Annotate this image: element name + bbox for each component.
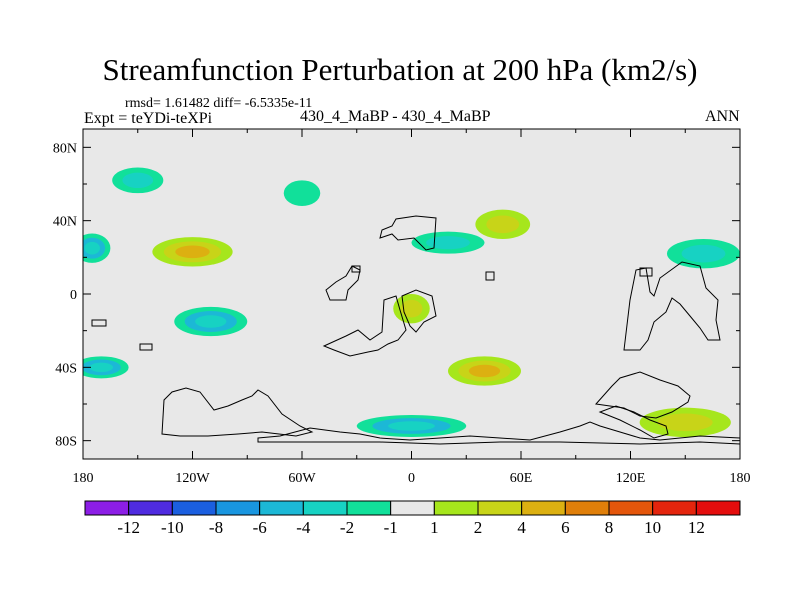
stats-text: rmsd= 1.61482 diff= -6.5335e-11 xyxy=(125,96,313,111)
coastline-south-america xyxy=(322,295,407,357)
colorbar-box xyxy=(128,500,173,516)
colorbar-label: -1 xyxy=(384,518,398,537)
y-tick-label: 40N xyxy=(53,215,77,230)
coastline-layer xyxy=(91,215,740,445)
coastline-antarctica xyxy=(257,421,740,445)
colorbar-box xyxy=(521,500,566,516)
colorbar-label: -8 xyxy=(209,518,223,537)
contour-band-11-1 xyxy=(657,413,713,432)
coastline-pacific-islands xyxy=(91,265,653,351)
colorbar: -12 -10 -8 -6 -4 -2 -1 1 2 4 6 8 10 12 xyxy=(84,500,741,537)
coastline-southern-america-tip xyxy=(161,387,314,437)
colorbar-label: 4 xyxy=(517,518,526,537)
colorbar-box xyxy=(695,500,741,516)
colorbar-box xyxy=(171,500,217,516)
contour-band-7-2 xyxy=(195,315,227,328)
contour-band-5-1 xyxy=(681,244,726,263)
colorbar-label: -10 xyxy=(161,518,184,537)
contour-band-4-1 xyxy=(486,215,520,234)
contour-band-1-0 xyxy=(283,180,321,207)
colorbar-label: 10 xyxy=(644,518,661,537)
contour-fill-layer xyxy=(83,167,740,438)
contour-band-6-2 xyxy=(84,241,100,255)
experiment-label: Expt = teYDi-teXPi xyxy=(84,110,213,127)
contour-band-8-1 xyxy=(400,299,423,318)
contour-band-2-2 xyxy=(175,245,210,259)
coastline-asia xyxy=(623,261,721,351)
coastline-africa xyxy=(401,289,437,333)
colorbar-label: -12 xyxy=(117,518,140,537)
colorbar-label: -4 xyxy=(296,518,311,537)
colorbar-box xyxy=(564,500,610,516)
coastline-central-america xyxy=(325,265,361,301)
x-tick-label: 180 xyxy=(730,471,751,486)
colorbar-label: 1 xyxy=(430,518,439,537)
colorbar-label: -2 xyxy=(340,518,354,537)
x-tick-label: 0 xyxy=(408,471,415,486)
colorbar-box xyxy=(84,500,130,516)
colorbar-label: 2 xyxy=(474,518,483,537)
colorbar-box xyxy=(433,500,479,516)
colorbar-box xyxy=(259,500,304,516)
colorbar-box xyxy=(346,500,392,516)
colorbar-box xyxy=(477,500,523,516)
y-tick-label: 40S xyxy=(55,361,77,376)
axis-ticks-layer: 180 120W 60W 0 60E 120E 180 80N 40N 0 40S 80S xyxy=(53,129,751,486)
colorbar-box xyxy=(302,500,348,516)
y-tick-label: 0 xyxy=(70,288,77,303)
case-label: 430_4_MaBP - 430_4_MaBP xyxy=(300,108,491,125)
colorbar-box xyxy=(608,500,654,516)
x-tick-label: 180 xyxy=(73,471,94,486)
x-tick-label: 120W xyxy=(175,471,210,486)
colorbar-box xyxy=(390,500,435,516)
contour-band-0-1 xyxy=(122,172,154,189)
coastline-australia xyxy=(598,405,669,439)
x-tick-label: 120E xyxy=(616,471,646,486)
chart-title: Streamfunction Perturbation at 200 hPa (… xyxy=(102,52,698,87)
contour-band-3-1 xyxy=(426,236,470,250)
contour-band-9-2 xyxy=(468,364,501,378)
colorbar-label: 6 xyxy=(561,518,570,537)
colorbar-box xyxy=(215,500,261,516)
colorbar-label: 8 xyxy=(605,518,614,537)
coastline-north-america xyxy=(379,215,437,251)
x-tick-label: 60W xyxy=(288,471,316,486)
colorbar-box xyxy=(652,500,697,516)
colorbar-label: -6 xyxy=(253,518,267,537)
y-tick-label: 80N xyxy=(53,141,77,156)
y-tick-label: 80S xyxy=(55,435,77,450)
contour-band-12-2 xyxy=(388,421,435,431)
contour-band-10-2 xyxy=(89,362,113,373)
x-tick-label: 60E xyxy=(510,471,533,486)
season-label: ANN xyxy=(705,108,740,125)
colorbar-label: 12 xyxy=(688,518,705,537)
